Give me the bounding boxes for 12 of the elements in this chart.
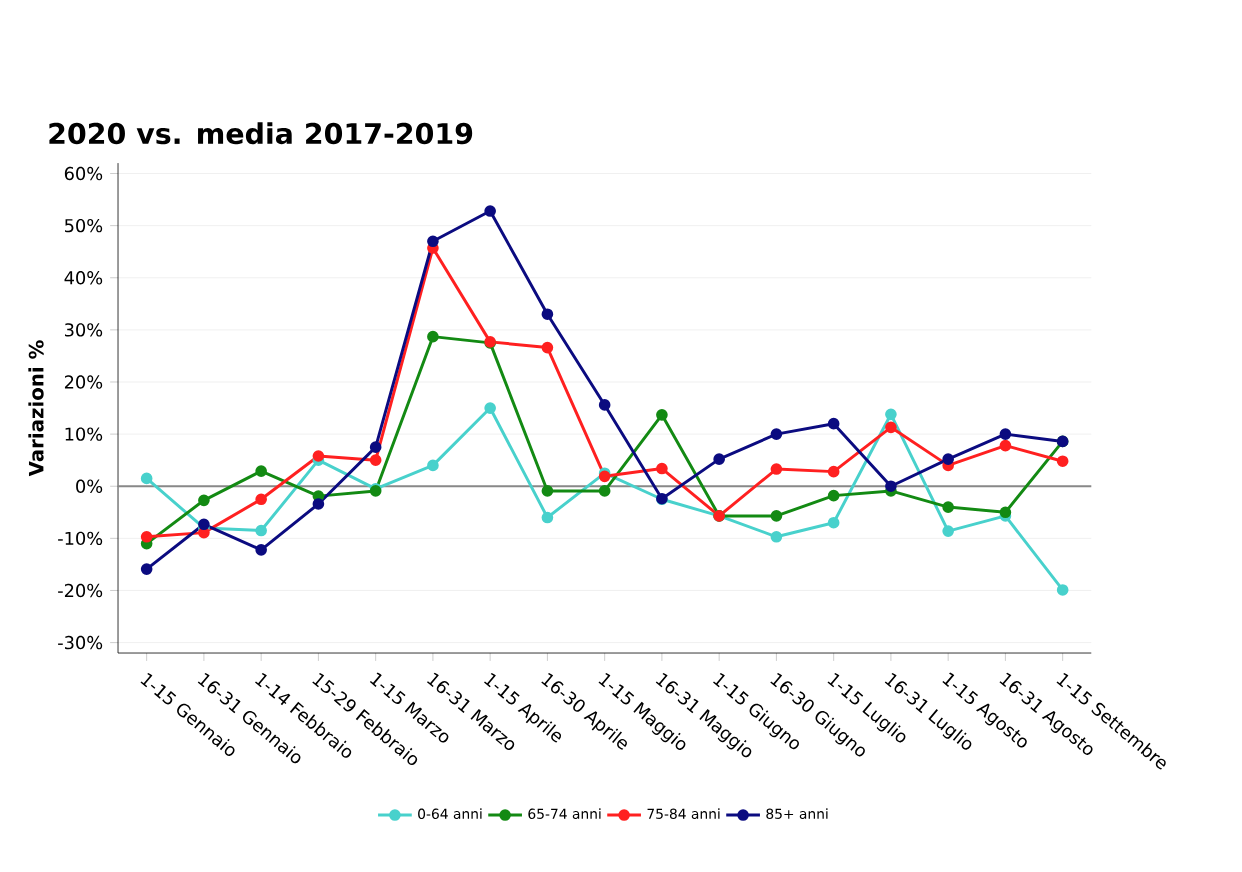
chart-title: 2020 vs. media 2017-2019 <box>49 122 473 145</box>
y-tick-label: -20% <box>58 583 103 598</box>
y-tick-label: 50% <box>65 218 103 233</box>
y-tick-label: 0% <box>76 479 103 493</box>
y-tick-label: 30% <box>65 323 103 337</box>
y-tick-label: -30% <box>58 635 103 650</box>
y-tick-label: 60% <box>64 166 103 181</box>
y-tick-label: 20% <box>64 375 103 389</box>
y-tick-label: 10% <box>65 427 103 441</box>
y-tick-label: 40% <box>64 270 103 285</box>
y-axis-title: Variazioni % <box>28 340 44 477</box>
y-tick-label: -10% <box>58 531 103 545</box>
